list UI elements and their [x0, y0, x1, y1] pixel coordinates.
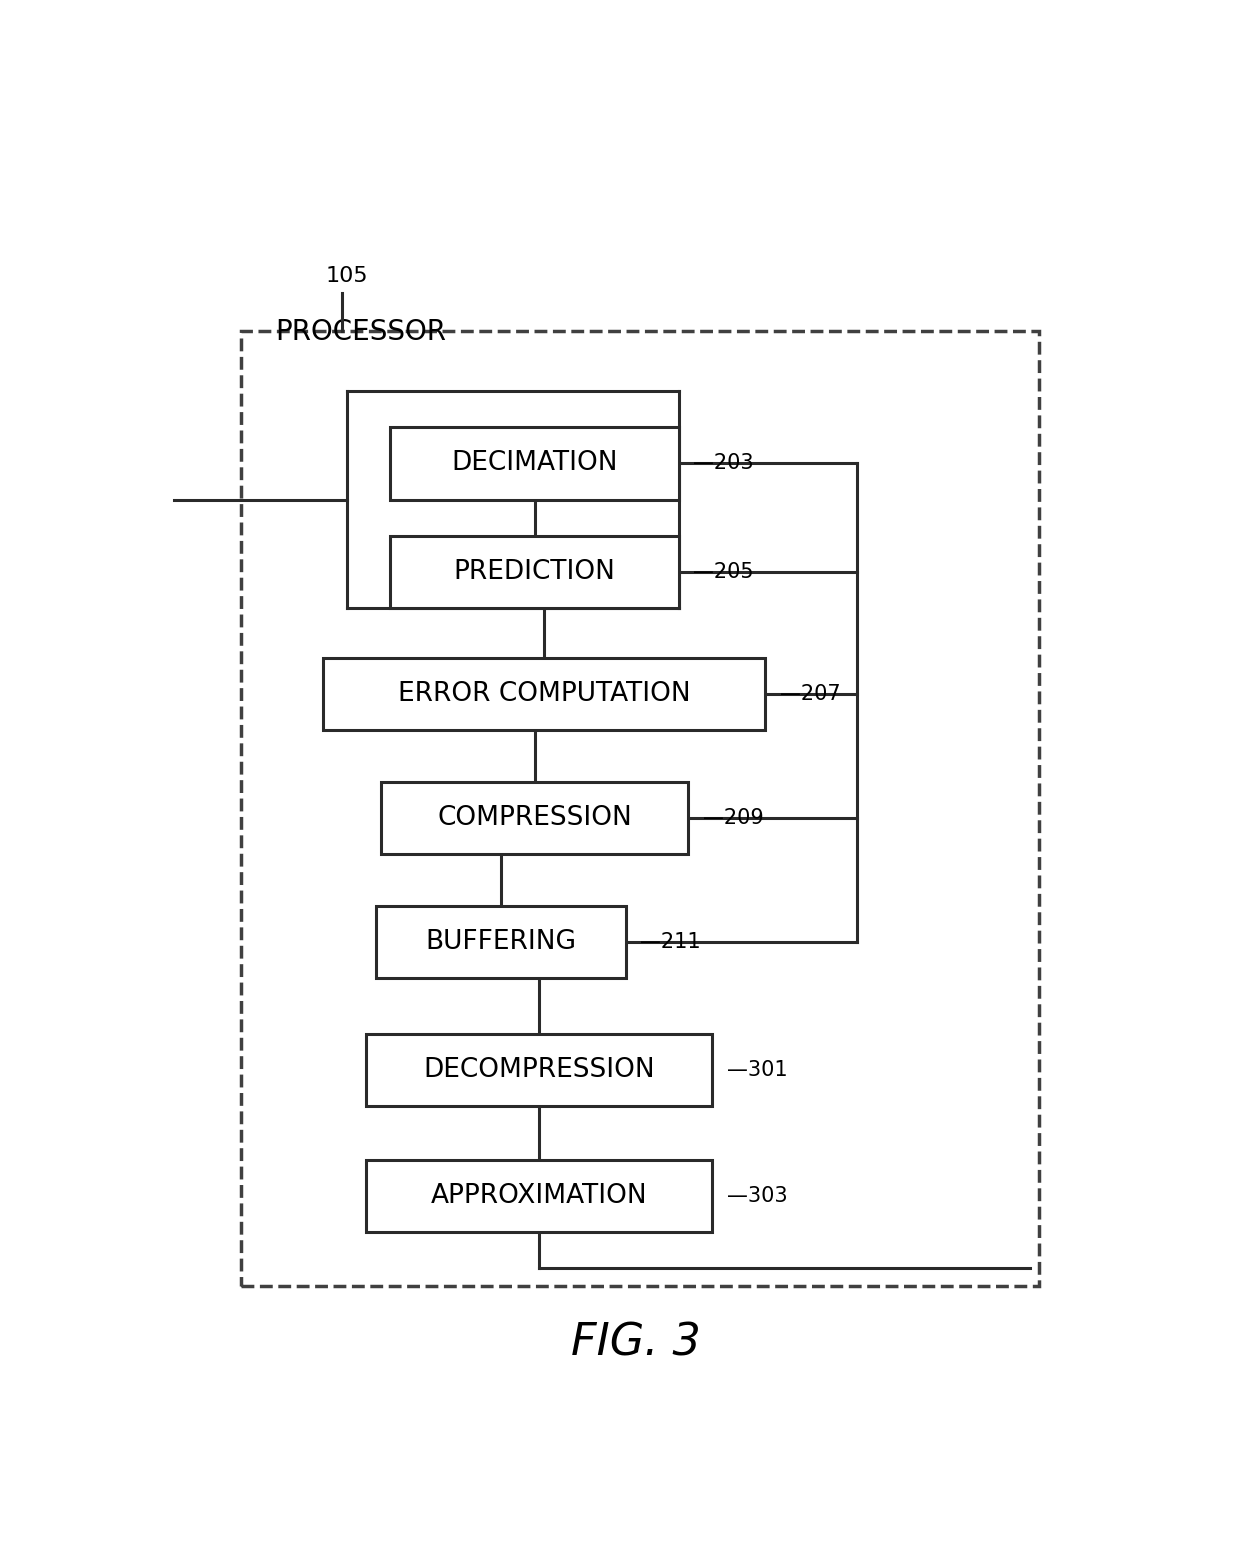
Text: —205: —205 — [693, 562, 754, 582]
Bar — [367, 1034, 713, 1106]
Text: —211: —211 — [640, 931, 701, 952]
Bar — [391, 535, 678, 607]
Bar — [381, 782, 688, 853]
Text: FIG. 3: FIG. 3 — [570, 1321, 701, 1365]
Text: ERROR COMPUTATION: ERROR COMPUTATION — [398, 682, 691, 707]
Text: PROCESSOR: PROCESSOR — [275, 318, 446, 346]
Text: COMPRESSION: COMPRESSION — [438, 805, 632, 831]
Text: APPROXIMATION: APPROXIMATION — [432, 1182, 647, 1209]
Bar — [242, 331, 1039, 1287]
Text: DECIMATION: DECIMATION — [451, 451, 618, 476]
Bar — [391, 427, 678, 499]
Text: —203: —203 — [693, 454, 754, 474]
Bar — [376, 905, 626, 978]
Text: BUFFERING: BUFFERING — [425, 928, 577, 955]
Text: —207: —207 — [780, 685, 841, 704]
Bar — [324, 658, 765, 730]
Text: —303: —303 — [727, 1186, 787, 1206]
Text: —209: —209 — [703, 808, 764, 828]
Text: DECOMPRESSION: DECOMPRESSION — [424, 1058, 655, 1083]
Text: PREDICTION: PREDICTION — [454, 558, 615, 585]
Text: 105: 105 — [326, 265, 368, 285]
Bar — [367, 1161, 713, 1232]
Text: —301: —301 — [727, 1061, 787, 1080]
